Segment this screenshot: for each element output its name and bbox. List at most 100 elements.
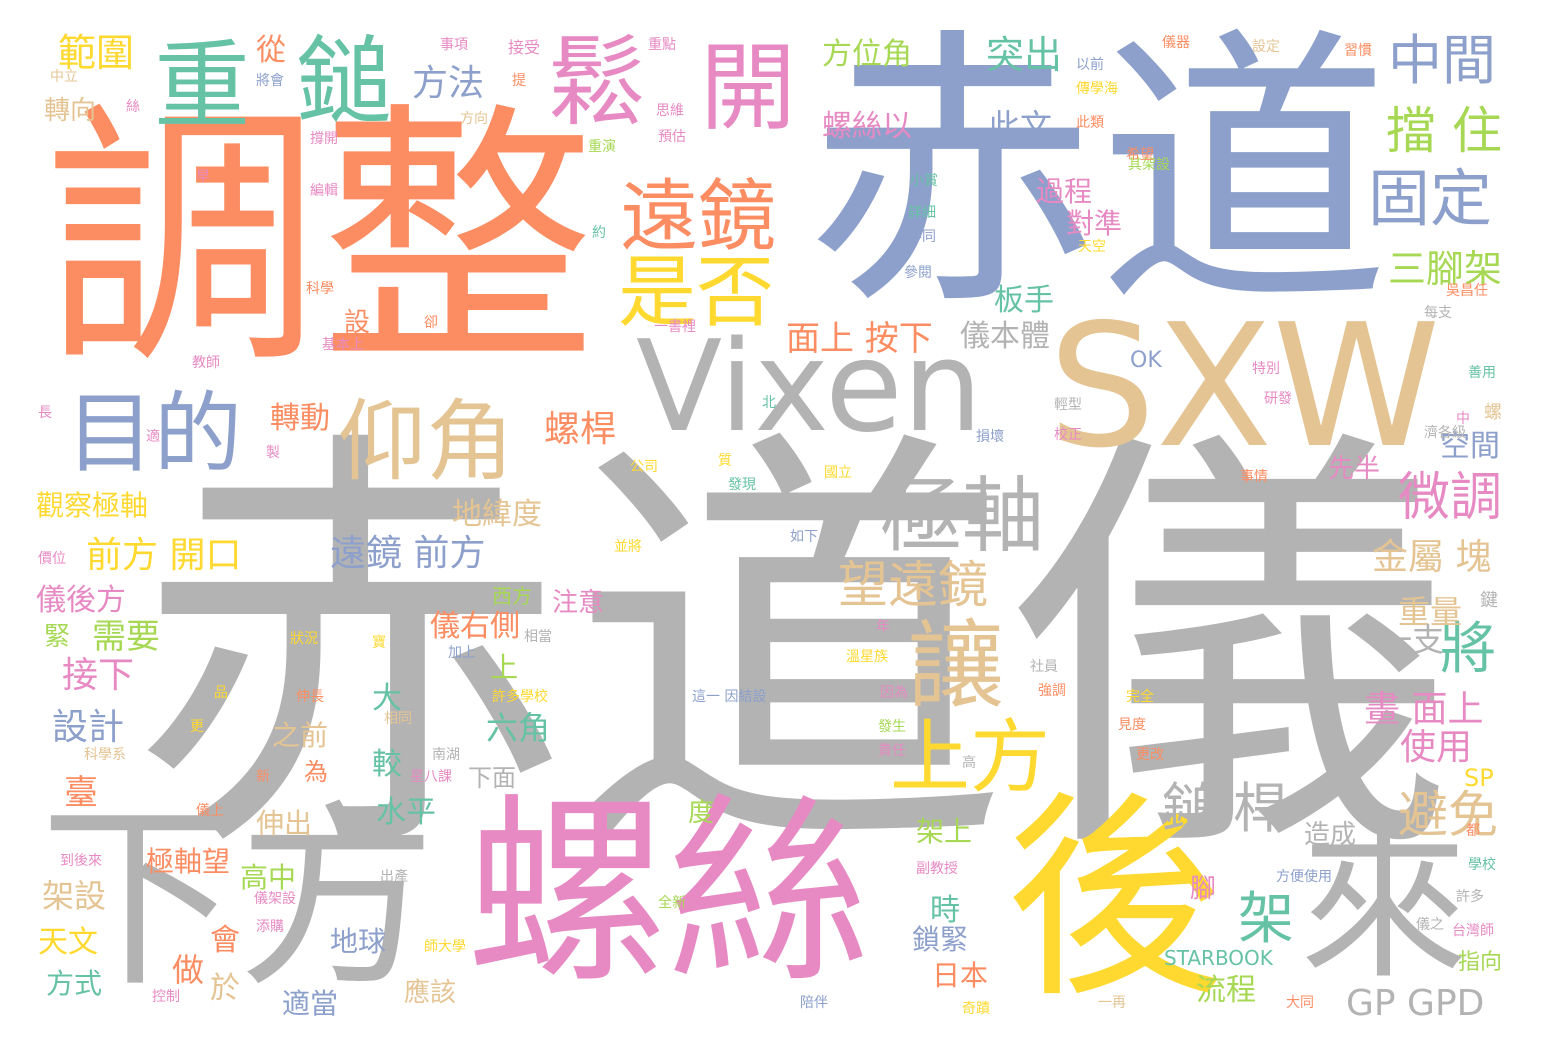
word: 鎚	[296, 26, 392, 138]
word: 於	[210, 971, 240, 1006]
word: 許多	[1456, 889, 1484, 905]
word: 板手	[994, 283, 1054, 318]
word: 科學	[306, 281, 334, 297]
word: 都	[1466, 823, 1480, 839]
word: 使用	[1400, 727, 1473, 768]
word: 校正	[1054, 427, 1082, 443]
word: 設計	[52, 707, 125, 748]
word: 狀況	[290, 631, 318, 647]
word: 強調	[1038, 683, 1066, 699]
word: 一書裡	[654, 319, 696, 335]
word: 中立	[50, 69, 78, 85]
word: 新	[256, 769, 270, 785]
word: 到後來	[60, 853, 102, 869]
word: 善用	[1468, 365, 1496, 381]
word: 習慣	[1344, 43, 1372, 59]
word: 微調	[1398, 468, 1503, 528]
word: 控制	[152, 989, 180, 1005]
word: 科學系	[84, 747, 126, 763]
word: 三腳架	[1388, 247, 1503, 291]
word: 面上 按下	[786, 319, 933, 359]
word: 日本	[932, 959, 989, 992]
word: 空間	[1440, 429, 1500, 464]
word: 轉向	[44, 96, 97, 126]
word: 方便使用	[1276, 869, 1332, 885]
word: 目的	[66, 382, 243, 485]
word: GP GPD	[1346, 983, 1485, 1024]
word: 螺絲	[466, 775, 870, 1011]
word: 極軸望	[146, 845, 231, 878]
word: 國立	[824, 465, 852, 481]
word: 指向	[1458, 950, 1503, 975]
word: 範圍	[58, 31, 135, 75]
word: 陪伴	[800, 995, 828, 1011]
word: 每支	[1424, 305, 1452, 321]
word: 臺	[64, 773, 98, 813]
word: 下方	[40, 783, 436, 1014]
word: 後	[1006, 774, 1224, 1027]
word: 儀之	[1416, 917, 1444, 933]
word: 長	[38, 405, 52, 421]
word: 時	[930, 893, 960, 928]
word: 架	[1238, 887, 1294, 952]
word: 赤道儀	[130, 396, 1450, 908]
word: 絲	[126, 99, 140, 115]
word: 副教授	[916, 861, 958, 877]
word: 一再	[1098, 995, 1126, 1011]
word: 大同	[1286, 995, 1314, 1011]
word: 寶	[372, 635, 386, 651]
word: 全新	[658, 895, 686, 911]
word: 其架設	[1128, 157, 1170, 173]
word: 方位角	[822, 37, 912, 72]
word: 螺桿	[544, 409, 617, 450]
word: 腳	[1190, 874, 1217, 904]
word: 架上	[916, 815, 973, 848]
word: 鎖緊	[912, 923, 969, 956]
word: OK	[1130, 348, 1162, 373]
word: 流程	[1196, 973, 1256, 1008]
word: 輕型	[1054, 397, 1082, 413]
word: 因為	[880, 685, 908, 701]
word: 編輯	[310, 183, 338, 199]
word: 伸出	[256, 807, 313, 840]
word: 之前	[272, 719, 329, 752]
word: 天文	[38, 925, 98, 960]
word: 出產	[380, 869, 408, 885]
word: 這一 因結設	[692, 689, 767, 705]
word: 提	[512, 73, 526, 89]
word: 社員	[1030, 659, 1058, 675]
word: 突出	[986, 33, 1063, 77]
word: 見度	[1118, 717, 1146, 733]
word: 方向	[460, 111, 488, 127]
word: 儀本體	[960, 319, 1050, 354]
word: 小賞	[910, 173, 938, 189]
word: 上	[490, 651, 519, 684]
word: 做	[172, 951, 205, 989]
word: 是否	[618, 248, 775, 338]
word: 重量	[1398, 593, 1463, 631]
word: 地緯度	[452, 497, 542, 532]
word: 西方	[492, 584, 532, 608]
word: 南湖	[432, 747, 460, 763]
word: 高中	[240, 861, 297, 894]
word: 大	[372, 681, 402, 716]
word: 撐開	[310, 131, 338, 147]
word: 儀上	[196, 803, 224, 819]
word: 傳學海	[1076, 81, 1118, 97]
word: 公司	[630, 459, 658, 475]
word: 上方	[890, 711, 1050, 804]
word: 早	[196, 169, 210, 185]
word: 星八課	[410, 769, 452, 785]
word: 損壞	[976, 429, 1004, 445]
word: 鎚 桿	[1162, 777, 1288, 840]
word: 造成	[1304, 820, 1357, 850]
word: 前方 開口	[86, 535, 242, 576]
word: 六角	[486, 709, 551, 747]
word: 濟各級	[1424, 425, 1466, 441]
word: 仰角	[338, 390, 515, 493]
word: 如下	[790, 529, 818, 545]
word: 從	[256, 33, 286, 68]
word: 希望	[1126, 147, 1154, 163]
word: 接下	[62, 655, 135, 696]
word: 適當	[282, 987, 339, 1020]
